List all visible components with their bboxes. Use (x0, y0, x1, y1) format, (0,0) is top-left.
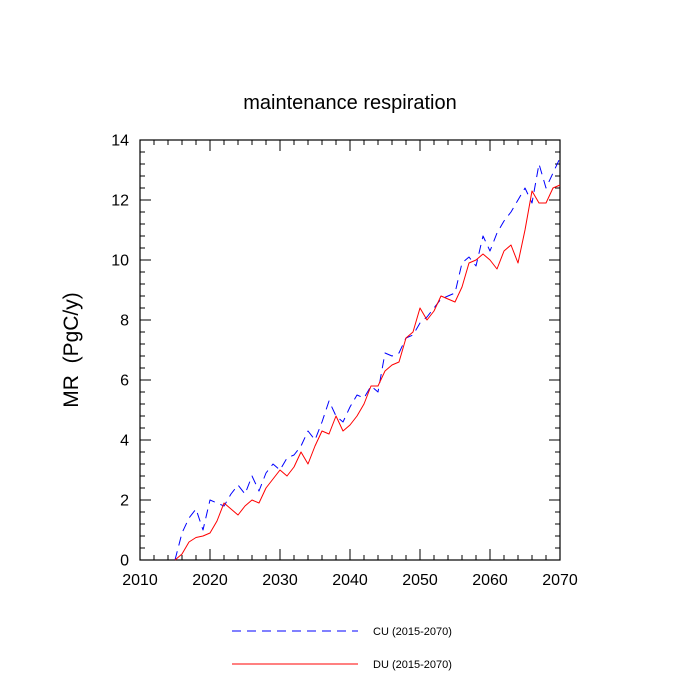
x-tick-label: 2060 (472, 572, 508, 589)
x-tick-label: 2020 (192, 572, 228, 589)
y-axis-label: MR (PgC/y) (60, 292, 83, 408)
x-tick-label: 2070 (542, 572, 578, 589)
y-tick-label: 14 (111, 133, 129, 150)
y-tick-label: 8 (120, 313, 129, 330)
y-tick-label: 6 (120, 373, 129, 390)
legend-label-du: DU (2015-2070) (373, 659, 452, 671)
x-tick-label: 2050 (402, 572, 438, 589)
plot-area: 2010 2020 2030 2040 2050 2060 2070 0 2 4 6 8 10 12 14 (111, 133, 578, 590)
legend: CU (2015-2070) DU (2015-2070) (232, 626, 452, 671)
chart-title: maintenance respiration (243, 92, 456, 114)
y-tick-label: 12 (111, 193, 129, 210)
y-tick-label: 2 (120, 493, 129, 510)
y-tick-label: 0 (120, 553, 129, 570)
y-tick-label: 10 (111, 253, 129, 270)
plot-frame (139, 139, 561, 561)
x-tick-label: 2010 (122, 572, 158, 589)
x-tick-label: 2040 (332, 572, 368, 589)
series-line-du (174, 184, 561, 561)
y-tick-label: 4 (120, 433, 129, 450)
series-line-cu (174, 157, 561, 561)
x-tick-label: 2030 (262, 572, 298, 589)
legend-label-cu: CU (2015-2070) (373, 626, 452, 638)
